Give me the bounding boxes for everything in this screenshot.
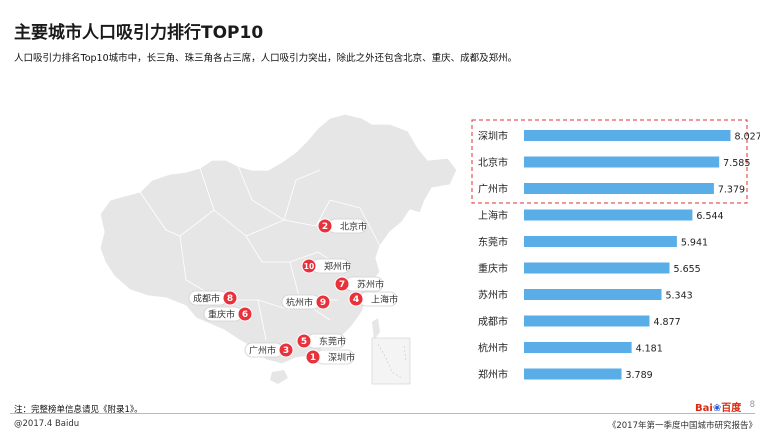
footer-copyright: @2017.4 Baidu (14, 419, 80, 429)
bar-category-label: 北京市 (478, 156, 508, 169)
bar (524, 289, 662, 300)
rank-number: 9 (320, 298, 326, 308)
china-map-shape (99, 113, 458, 365)
city-name: 广州市 (249, 345, 276, 357)
bar (524, 130, 731, 141)
rank-marker (301, 258, 317, 274)
city-name: 上海市 (371, 294, 398, 306)
city-name: 东莞市 (319, 336, 346, 348)
bar-category-label: 东莞市 (478, 236, 508, 249)
rank-marker (296, 333, 312, 349)
city-name: 北京市 (340, 221, 367, 233)
south-sea-islands (377, 343, 407, 379)
rank-marker (348, 291, 364, 307)
bar (524, 342, 632, 353)
bar (524, 315, 650, 327)
page-title: 主要城市人口吸引力排行TOP10 (14, 23, 264, 43)
city-markers: 北京市 2 郑州市 10 苏州市 7 杭州市 9 上海市 4 成都市 8 重庆市 6 东莞市 5 广州市 3 深圳市… (188, 218, 398, 365)
rank-marker (278, 342, 294, 358)
rank-number: 8 (227, 294, 233, 304)
bar-value-label: 8.027 (735, 132, 760, 143)
rank-number: 5 (301, 337, 307, 347)
bar-value-label: 7.585 (723, 158, 750, 169)
footnote: 注：完整榜单信息请见《附录1》。 (14, 405, 143, 415)
bar (524, 236, 677, 247)
bar-value-label: 5.941 (681, 238, 708, 249)
bar-category-label: 深圳市 (478, 130, 508, 143)
page-subtitle: 人口吸引力排名Top10城市中，长三角、珠三角各占三席，人口吸引力突出，除此之外… (14, 53, 518, 64)
taiwan-island (372, 318, 380, 340)
baidu-logo: Bai❀百度 (695, 399, 741, 414)
rank-marker (334, 276, 350, 292)
south-sea-inset (371, 337, 411, 385)
bar-category-label: 郑州市 (478, 368, 508, 381)
rank-number: 4 (353, 295, 359, 305)
bar-category-label: 成都市 (478, 315, 508, 328)
city-name: 郑州市 (324, 261, 351, 273)
rank-marker (222, 290, 238, 306)
logo-cn-text: 百度 (721, 403, 742, 414)
bar-value-label: 5.655 (674, 264, 701, 275)
logo-bai-text: Bai (695, 403, 713, 414)
bar-value-label: 3.789 (625, 370, 652, 381)
rank-number: 1 (310, 353, 316, 363)
ranking-bar-chart: 深圳市 8.027 北京市 7.585 广州市 7.379 上海市 6.544 东莞市 5.941… (471, 119, 760, 382)
bar (524, 156, 720, 168)
top3-highlight-box (471, 119, 748, 204)
bar-value-label: 4.181 (636, 344, 663, 355)
footer-divider (10, 413, 755, 414)
bar (524, 262, 670, 274)
rank-number: 10 (304, 262, 314, 271)
city-name: 杭州市 (286, 297, 313, 309)
rank-marker (237, 306, 253, 322)
page-number: 8 (749, 400, 755, 410)
bar-category-label: 杭州市 (478, 342, 508, 355)
china-map: 北京市 2 郑州市 10 苏州市 7 杭州市 9 上海市 4 成都市 8 重庆市 6 东莞市 5 广州市 3 深圳市… (99, 113, 458, 385)
city-name: 重庆市 (208, 309, 235, 321)
city-name: 成都市 (193, 293, 220, 305)
rank-number: 6 (242, 310, 248, 320)
city-name: 苏州市 (357, 279, 384, 291)
bar (524, 183, 714, 194)
bar-value-label: 6.544 (696, 211, 723, 222)
bar-category-label: 苏州市 (478, 289, 508, 302)
bar-category-label: 上海市 (478, 209, 508, 222)
rank-marker (315, 294, 331, 310)
footer-report-name: 《2017年第一季度中国城市研究报告》 (607, 421, 757, 431)
rank-marker (305, 349, 321, 365)
rank-number: 2 (322, 222, 328, 232)
city-name: 深圳市 (328, 352, 355, 364)
rank-marker (317, 218, 333, 234)
bar-category-label: 重庆市 (478, 262, 508, 275)
paw-icon: ❀ (712, 403, 722, 414)
bar (524, 209, 693, 221)
rank-number: 7 (339, 280, 345, 290)
bar-value-label: 5.343 (665, 291, 692, 302)
bar (524, 368, 622, 380)
bar-value-label: 4.877 (653, 317, 680, 328)
hainan-island (270, 370, 288, 384)
bar-value-label: 7.379 (718, 185, 745, 196)
bar-category-label: 广州市 (478, 183, 508, 196)
chart-marks: 深圳市 8.027 北京市 7.585 广州市 7.379 上海市 6.544 东莞市 5.941… (478, 130, 760, 382)
rank-number: 3 (283, 346, 289, 356)
